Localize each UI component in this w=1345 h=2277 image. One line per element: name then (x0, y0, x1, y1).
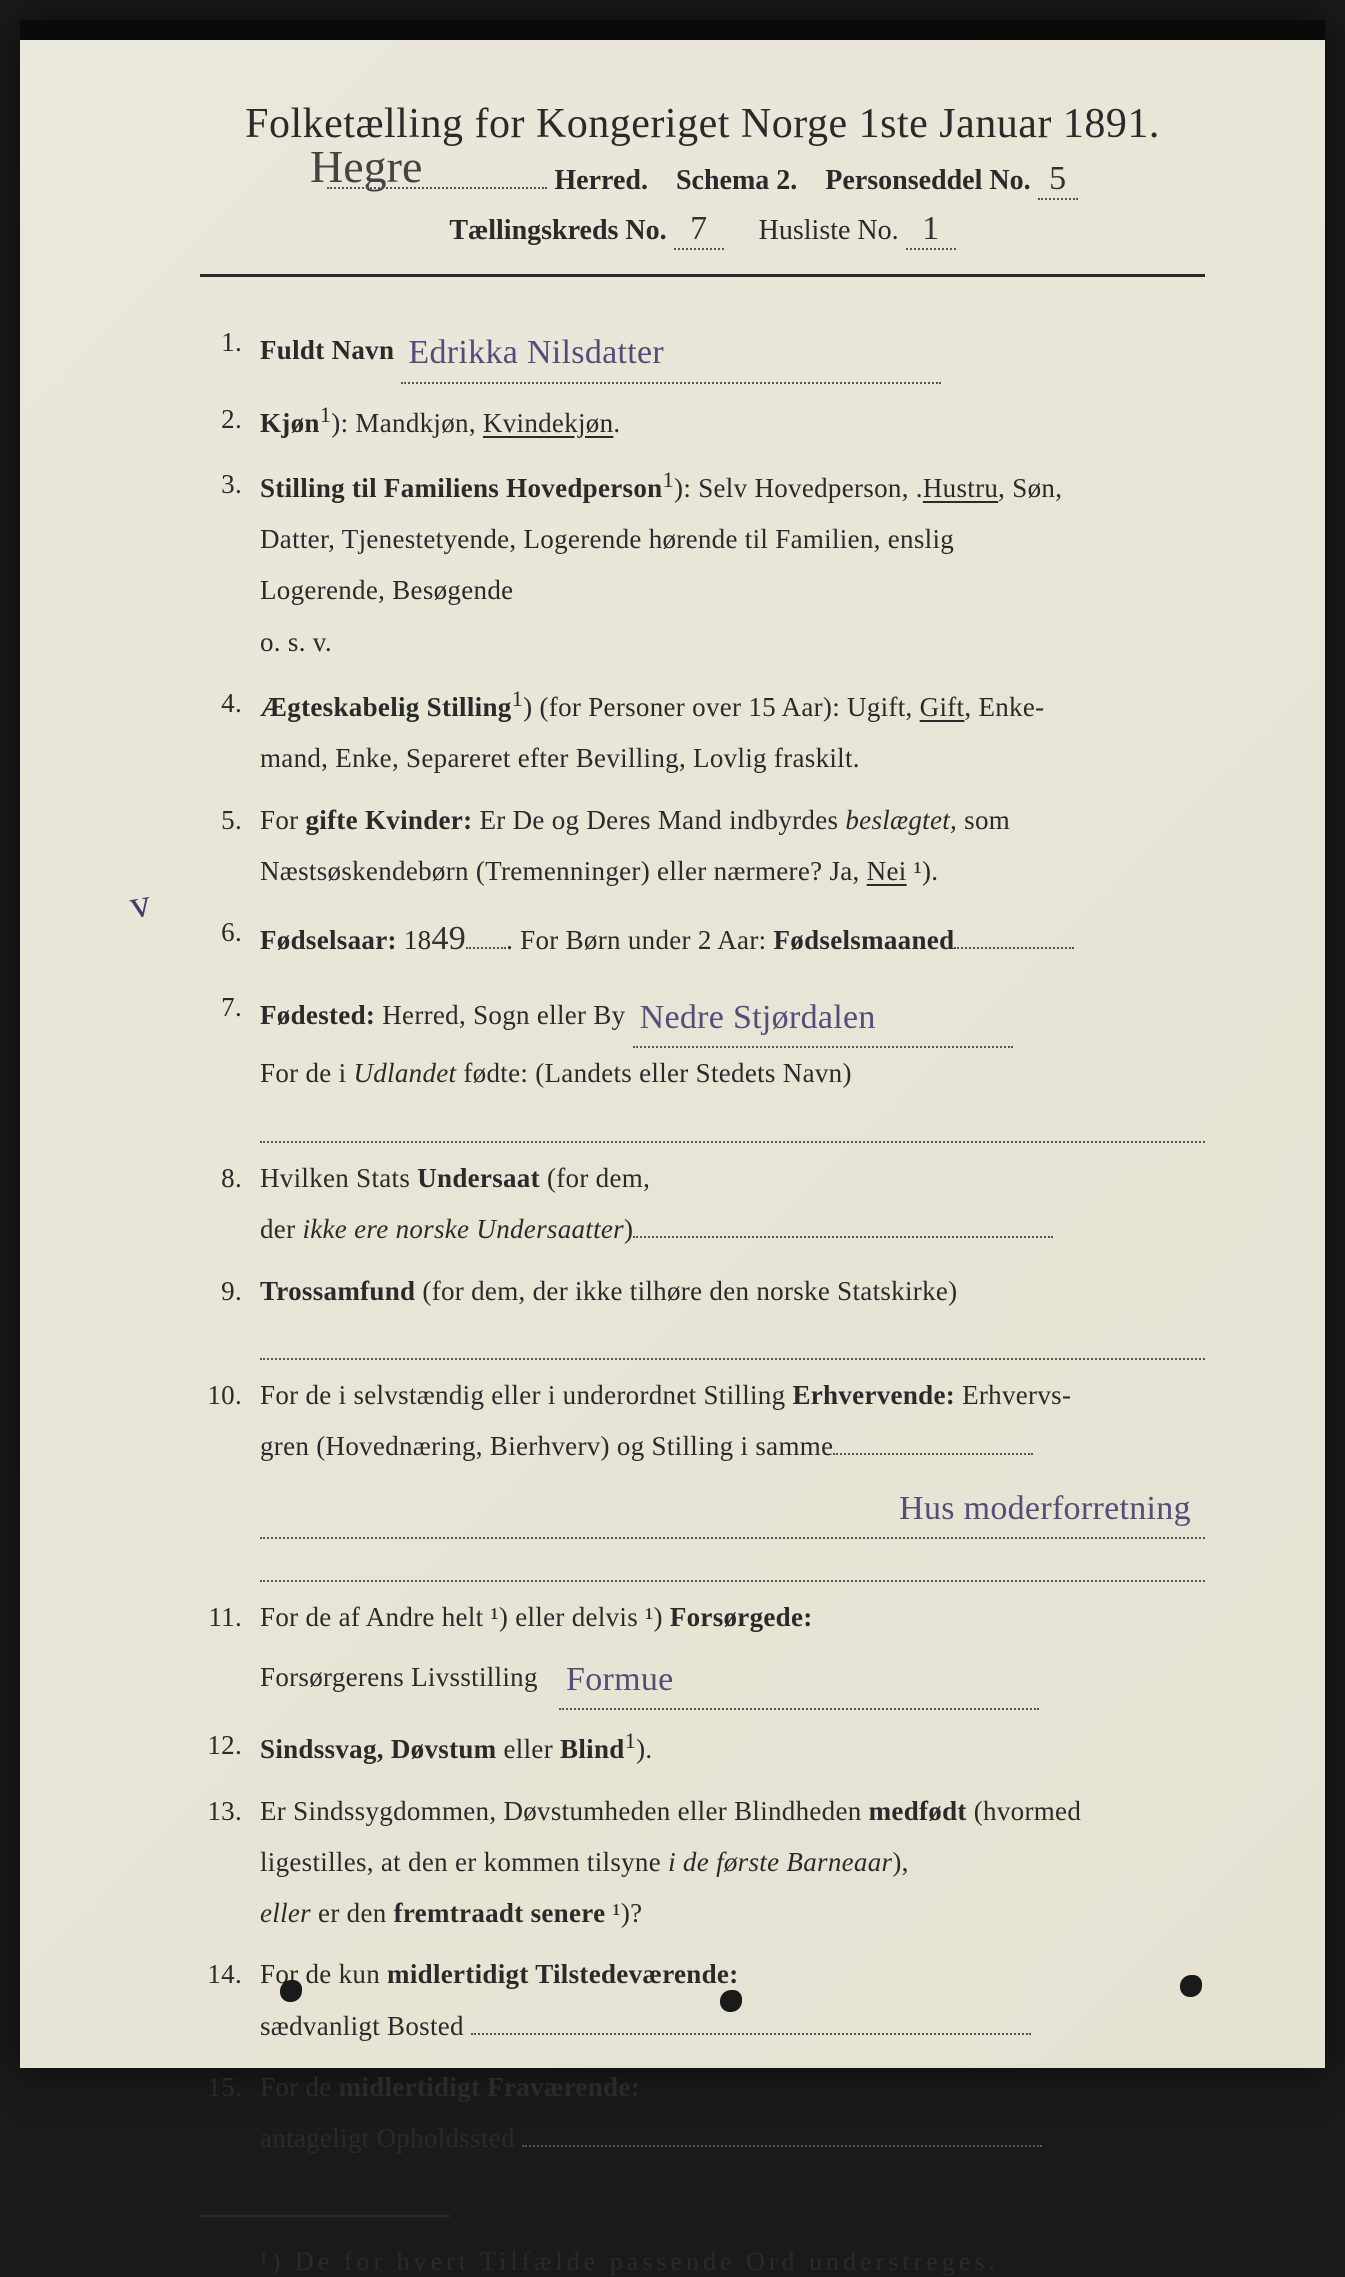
inkblot-icon (720, 1990, 742, 2012)
taellingskreds-label: Tællingskreds No. (449, 215, 666, 246)
herred-label: Herred. (554, 165, 648, 196)
census-form-page: Folketælling for Kongeriget Norge 1ste J… (20, 20, 1325, 2068)
herred-handwritten: Hegre (310, 140, 422, 193)
item-15: 15. For de midlertidigt Fraværende: anta… (200, 2062, 1205, 2165)
item-8: 8. Hvilken Stats Undersaat (for dem, der… (200, 1153, 1205, 1256)
item-5: 5. For gifte Kvinder: Er De og Deres Man… (200, 795, 1205, 898)
personseddel-label: Personseddel No. (825, 165, 1030, 196)
schema-label: Schema 2. (676, 165, 797, 196)
item-7: 7. Fødested: Herred, Sogn eller By Nedre… (200, 982, 1205, 1143)
divider-top (200, 274, 1205, 277)
kjon-selected: Kvindekjøn (483, 408, 614, 438)
occupation-handwritten: Hus moderforretning (899, 1490, 1191, 1527)
item-9: 9. Trossamfund (for dem, der ikke tilhør… (200, 1266, 1205, 1360)
item-10: 10. For de i selvstændig eller i underor… (200, 1370, 1205, 1582)
item-4: 4. Ægteskabelig Stilling1) (for Personer… (200, 678, 1205, 785)
beslaegtet-selected: Nei (867, 856, 907, 886)
birthyear-handwritten: 49 (431, 920, 466, 957)
item-11: 11. For de af Andre helt ¹) eller delvis… (200, 1592, 1205, 1710)
footnote-text: ¹) De for hvert Tilfælde passende Ord un… (260, 2247, 1205, 2277)
personseddel-no: 5 (1049, 160, 1066, 197)
inkblot-icon (280, 1980, 302, 2002)
stilling-selected: Hustru (923, 473, 998, 503)
husliste-label: Husliste No. (759, 215, 899, 246)
form-items: 1. Fuldt Navn Edrikka Nilsdatter 2. Kjøn… (200, 317, 1205, 2165)
item-13: 13. Er Sindssygdommen, Døvstumheden elle… (200, 1786, 1205, 1940)
aegteskab-selected: Gift (920, 692, 965, 722)
item-6: 6. Fødselsaar: 1849. For Børn under 2 Aa… (200, 907, 1205, 972)
provider-handwritten: Formue (566, 1661, 674, 1698)
header-line-1: Hegre Herred. Schema 2. Personseddel No.… (200, 160, 1205, 200)
item-3: 3. Stilling til Familiens Hovedperson1):… (200, 459, 1205, 668)
fullname-handwritten: Edrikka Nilsdatter (408, 334, 664, 371)
taellingskreds-no: 7 (690, 210, 707, 247)
husliste-no: 1 (922, 210, 939, 247)
divider-footnote (200, 2215, 450, 2217)
item-12: 12. Sindssvag, Døvstum eller Blind1). (200, 1720, 1205, 1775)
inkblot-icon (1180, 1975, 1202, 1997)
item-1: 1. Fuldt Navn Edrikka Nilsdatter (200, 317, 1205, 384)
item-14: 14. For de kun midlertidigt Tilstedevære… (200, 1949, 1205, 2052)
item-2: 2. Kjøn1): Mandkjøn, Kvindekjøn. (200, 394, 1205, 449)
birthplace-handwritten: Nedre Stjørdalen (640, 999, 876, 1036)
header-line-2: Tællingskreds No. 7 Husliste No. 1 (200, 210, 1205, 250)
margin-annotation: v (126, 879, 154, 929)
